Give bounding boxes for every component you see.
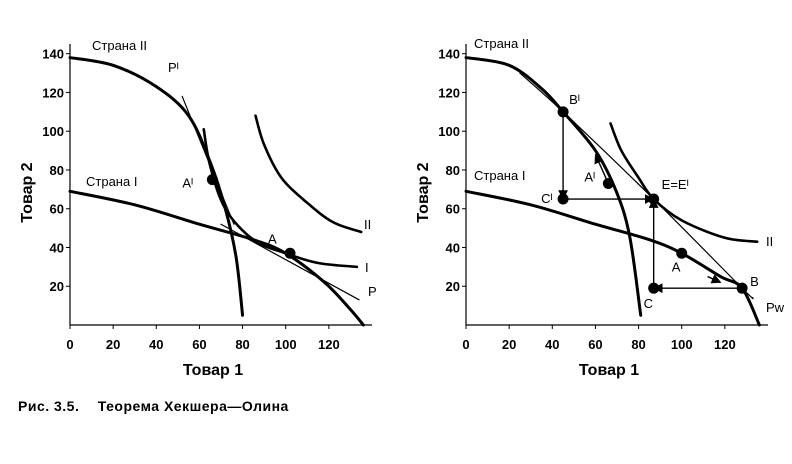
- y-tick-label: 20: [446, 279, 460, 294]
- point-a: [206, 174, 218, 186]
- series-ppf-страна-ii: [68, 56, 245, 317]
- x-tick-label: 80: [631, 337, 645, 352]
- point-label-e-e: E=Eᴵ: [662, 177, 689, 192]
- x-tick-label: 20: [502, 337, 516, 352]
- point-label-a: A: [268, 231, 277, 246]
- x-axis-label: Товар 1: [183, 362, 243, 379]
- x-tick-label: 60: [588, 337, 602, 352]
- series-label-i: I: [365, 260, 369, 275]
- point-c: [648, 282, 660, 294]
- point-c: [557, 193, 569, 205]
- point-b: [557, 106, 569, 118]
- y-tick-label: 100: [438, 124, 460, 139]
- x-tick-label: 0: [66, 337, 73, 352]
- y-tick-label: 80: [446, 163, 460, 178]
- point-b: [736, 282, 748, 294]
- series-label-ii: II: [364, 217, 371, 232]
- y-axis-label: Товар 2: [415, 162, 432, 222]
- y-tick-label: 60: [446, 202, 460, 217]
- y-tick-label: 60: [50, 202, 64, 217]
- series-ppf-страна-ii: [464, 56, 643, 317]
- y-axis-label: Товар 2: [19, 162, 36, 222]
- x-tick-label: 40: [149, 337, 163, 352]
- point-label-a: Aᴵ: [584, 170, 595, 185]
- series-label-страна-i: Страна I: [474, 168, 525, 183]
- figure-caption: Рис. 3.5. Теорема Хекшера—Олина: [18, 398, 303, 414]
- y-tick-label: 40: [50, 240, 64, 255]
- caption-text: Теорема Хекшера—Олина: [97, 398, 289, 414]
- x-tick-label: 120: [318, 337, 340, 352]
- series-label-ii: II: [766, 234, 773, 249]
- point-label-a: A: [672, 259, 681, 274]
- point-label-c: Cᴵ: [541, 191, 553, 206]
- series-price-pw: [519, 72, 754, 300]
- x-tick-label: 0: [462, 337, 469, 352]
- caption-number: Рис. 3.5.: [18, 398, 80, 414]
- x-tick-label: 100: [275, 337, 297, 352]
- point-label-a: Aᴵ: [182, 176, 193, 191]
- point-e-e: [648, 193, 660, 205]
- series-price-p: [220, 223, 360, 301]
- series-ppf-страна-i: [68, 189, 365, 327]
- x-tick-label: 80: [235, 337, 249, 352]
- series-label-страна-i: Страна I: [86, 174, 137, 189]
- series-indifference-ii: [254, 114, 363, 234]
- series-label-страна-ii: Страна II: [92, 38, 147, 53]
- y-tick-label: 100: [42, 124, 64, 139]
- point-a: [284, 247, 296, 259]
- y-tick-label: 120: [42, 85, 64, 100]
- series-indifference-i: [202, 127, 359, 269]
- y-tick-label: 80: [50, 163, 64, 178]
- series-price-p: [181, 95, 235, 225]
- x-tick-label: 20: [106, 337, 120, 352]
- x-axis-label: Товар 1: [579, 362, 639, 379]
- right-panel: 0 20 40 60 80 100 120 20 40 60 80 100 120 140 Товар 1 Т…: [415, 36, 785, 379]
- series-ppf-страна-i: [464, 189, 761, 327]
- y-tick-label: 140: [438, 47, 460, 62]
- series-label-p: P: [368, 284, 377, 299]
- y-tick-label: 140: [42, 47, 64, 62]
- series-label-p: Pᴵ: [168, 60, 179, 75]
- y-tick-label: 120: [438, 85, 460, 100]
- x-tick-label: 100: [671, 337, 693, 352]
- series-label-страна-ii: Страна II: [474, 36, 529, 51]
- x-tick-label: 120: [714, 337, 736, 352]
- point-label-b: Bᴵ: [569, 92, 580, 107]
- point-a: [602, 178, 614, 190]
- point-label-b: B: [750, 274, 759, 289]
- y-tick-label: 40: [446, 240, 460, 255]
- left-panel: 0 20 40 60 80 100 120 20 40 60 80 100 120 140 Товар 1 Т…: [19, 38, 377, 379]
- point-a: [676, 247, 688, 259]
- series-label-pw: Pw: [766, 300, 785, 315]
- trade-arrow: [707, 274, 722, 284]
- x-tick-label: 60: [192, 337, 206, 352]
- point-label-c: C: [644, 296, 653, 311]
- x-tick-label: 40: [545, 337, 559, 352]
- y-tick-label: 20: [50, 279, 64, 294]
